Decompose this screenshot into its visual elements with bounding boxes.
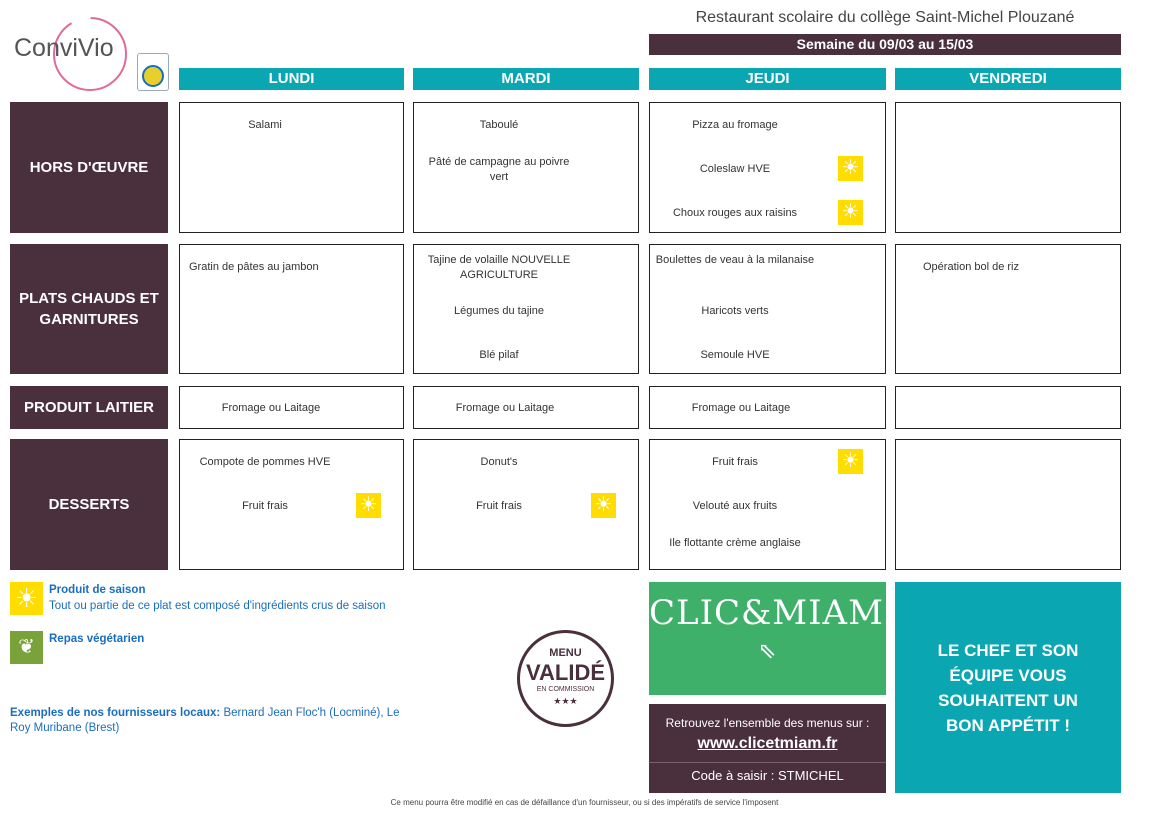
menu-item: Pâté de campagne au poivre vert	[428, 156, 570, 183]
stamp-stars: ★★★	[553, 696, 578, 706]
menu-item: Fruit frais	[712, 456, 758, 468]
cursor-icon: ⇖	[757, 639, 778, 664]
day-header-vendredi: VENDREDI	[895, 68, 1121, 90]
day-header-jeudi: JEUDI	[649, 68, 886, 90]
menu-cell	[895, 386, 1121, 429]
menu-cell: Opération bol de riz	[895, 244, 1121, 374]
day-header-mardi: MARDI	[413, 68, 639, 90]
menu-item: Haricots verts	[701, 305, 769, 317]
menu-item: Légumes du tajine	[454, 305, 544, 317]
stamp-top: MENU	[549, 647, 582, 659]
day-header-lundi: LUNDI	[179, 68, 404, 90]
menu-cell: Tajine de volaille NOUVELLE AGRICULTURE L…	[413, 244, 639, 374]
menu-cell: Boulettes de veau à la milanaise Haricots…	[649, 244, 886, 374]
page-title: Restaurant scolaire du collège Saint-Mic…	[695, 9, 1075, 26]
row-label: HORS D'ŒUVRE	[10, 102, 168, 233]
row-label: PRODUIT LAITIER	[10, 386, 168, 429]
menu-item: Pizza au fromage	[692, 119, 778, 131]
stamp-sub: EN COMMISSION	[536, 686, 595, 693]
suppliers-label: Exemples de nos fournisseurs locaux:	[10, 707, 221, 719]
menu-item: Tajine de volaille NOUVELLE AGRICULTURE	[427, 254, 571, 281]
chef-text: LE CHEF ET SON ÉQUIPE VOUS SOUHAITENT UN…	[937, 640, 1079, 735]
menu-cell: Fromage ou Laitage	[413, 386, 639, 429]
menu-item: Velouté aux fruits	[692, 500, 778, 512]
logo-ring-icon	[53, 17, 127, 91]
clicetmiam-logo: CLIC&MIAM! ⇖	[649, 582, 898, 695]
clic-text: Retrouvez l'ensemble des menus sur :	[665, 716, 870, 730]
clic-url-link[interactable]: www.clicetmiam.fr	[697, 735, 838, 752]
member-badge	[137, 53, 169, 91]
clic-logo-text: CLIC&MIAM!	[649, 593, 899, 633]
menu-item: Gratin de pâtes au jambon	[189, 261, 319, 273]
menu-cell: Gratin de pâtes au jambon	[179, 244, 404, 374]
logo-text: ConviVio	[14, 34, 114, 62]
menu-cell: Fromage ou Laitage	[179, 386, 404, 429]
menu-item: Semoule HVE	[700, 349, 770, 361]
sun-icon: ☀	[591, 493, 616, 518]
menu-item: Choux rouges aux raisins	[672, 207, 798, 219]
row-label: DESSERTS	[10, 439, 168, 570]
menu-cell: Salami	[179, 102, 404, 233]
clic-code: Code à saisir : STMICHEL	[649, 762, 886, 784]
menu-cell	[895, 439, 1121, 570]
sun-icon: ☀	[10, 582, 43, 615]
menu-cell: Taboulé Pâté de campagne au poivre vert	[413, 102, 639, 233]
leaf-icon: ❦	[10, 631, 43, 664]
menu-item: Opération bol de riz	[923, 261, 1019, 273]
menu-item: Fromage ou Laitage	[221, 402, 321, 414]
veg-legend-title: Repas végétarien	[49, 633, 145, 645]
season-legend-desc: Tout ou partie de ce plat est composé d'…	[49, 600, 386, 612]
menu-item: Fruit frais	[476, 500, 522, 512]
menu-item: Compote de pommes HVE	[199, 456, 331, 468]
menu-cell: Fromage ou Laitage	[649, 386, 886, 429]
menu-cell: Pizza au fromage Coleslaw HVE ☀ Choux rouge…	[649, 102, 886, 233]
week-banner: Semaine du 09/03 au 15/03	[649, 34, 1121, 55]
stamp-main: VALIDÉ	[525, 660, 606, 685]
menu-cell: Fruit frais ☀ Velouté aux fruits Ile flotta…	[649, 439, 886, 570]
menu-item: Fruit frais	[242, 500, 288, 512]
season-legend-title: Produit de saison	[49, 584, 146, 596]
sun-icon: ☀	[838, 200, 863, 225]
menu-cell	[895, 102, 1121, 233]
convivio-logo: ConviVio	[10, 12, 130, 92]
clic-info-box: Retrouvez l'ensemble des menus sur : www…	[649, 704, 886, 793]
sun-icon: ☀	[838, 449, 863, 474]
suppliers-text: Exemples de nos fournisseurs locaux: Ber…	[10, 706, 400, 736]
chef-message: LE CHEF ET SON ÉQUIPE VOUS SOUHAITENT UN…	[895, 582, 1121, 793]
menu-item: Salami	[248, 119, 282, 131]
menu-item: Fromage ou Laitage	[455, 402, 555, 414]
menu-item: Boulettes de veau à la milanaise	[655, 254, 815, 266]
menu-item: Coleslaw HVE	[699, 163, 771, 175]
menu-item: Ile flottante crème anglaise	[669, 537, 801, 549]
suppliers-list: Bernard Jean Floc'h (Locminé), Le Roy Mu…	[10, 707, 400, 734]
menu-cell: Donut's Fruit frais ☀	[413, 439, 639, 570]
row-label: PLATS CHAUDS ET GARNITURES	[10, 244, 168, 374]
sun-icon: ☀	[356, 493, 381, 518]
menu-item: Donut's	[480, 456, 518, 468]
menu-valide-stamp: MENU VALIDÉ EN COMMISSION ★★★	[517, 630, 614, 727]
menu-item: Blé pilaf	[479, 349, 519, 361]
footer-note: Ce menu pourra être modifié en cas de dé…	[390, 798, 779, 807]
menu-item: Taboulé	[479, 119, 519, 131]
menu-item: Fromage ou Laitage	[691, 402, 791, 414]
menu-cell: Compote de pommes HVE Fruit frais ☀	[179, 439, 404, 570]
sun-icon: ☀	[838, 156, 863, 181]
